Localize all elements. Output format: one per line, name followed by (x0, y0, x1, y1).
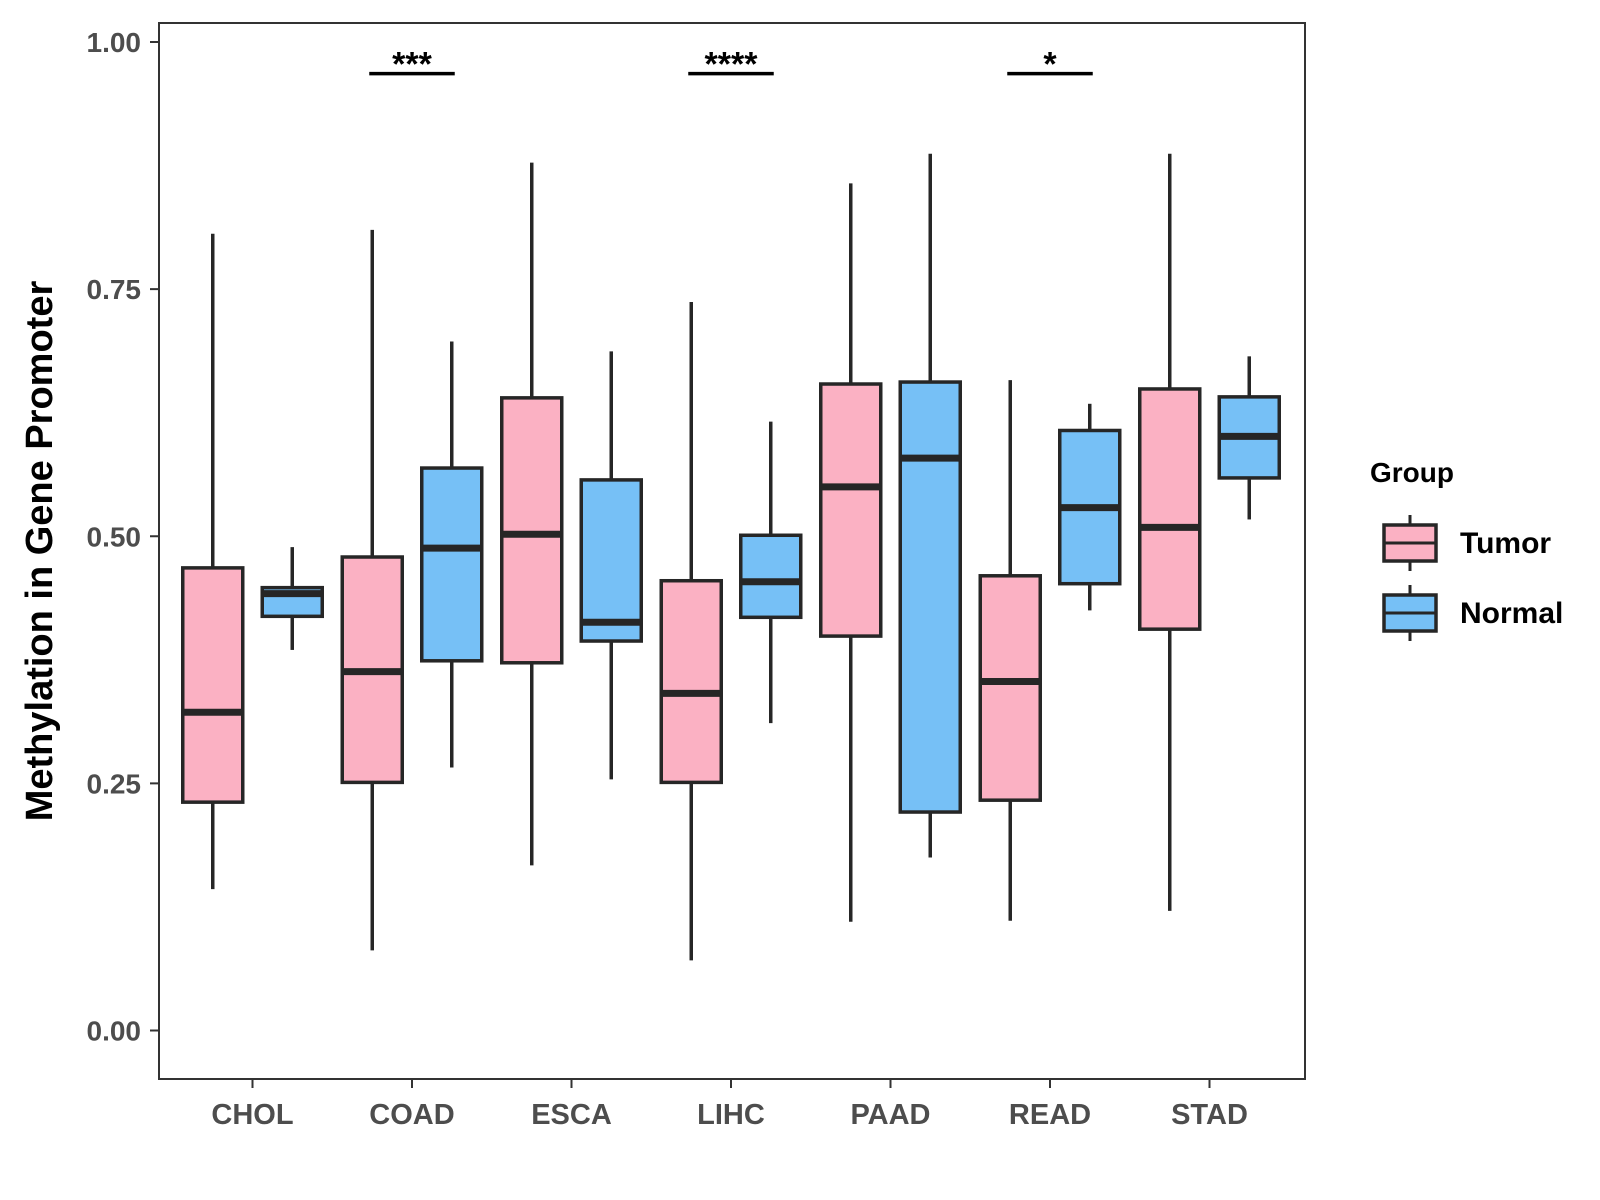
chart-marks (181, 153, 1281, 961)
box-body (181, 566, 245, 804)
y-axis-title: Methylation in Gene Promoter (19, 281, 61, 822)
box-body (659, 578, 723, 785)
box-body (819, 382, 883, 638)
box-normal-read (1058, 403, 1122, 611)
significance-label: *** (392, 46, 432, 84)
y-tick-label: 0.00 (87, 1016, 142, 1047)
box-tumor-paad (819, 183, 883, 922)
box-body (978, 574, 1042, 802)
box-normal-coad (420, 341, 484, 768)
significance-annotations: *** **** * (369, 46, 1093, 84)
y-tick-label: 0.75 (87, 274, 142, 305)
x-tick-label-lihc: LIHC (697, 1099, 765, 1131)
significance-label: **** (705, 46, 759, 84)
x-tick-label-stad: STAD (1171, 1099, 1248, 1131)
x-tick-label-esca: ESCA (531, 1099, 612, 1131)
x-tick-label-read: READ (1009, 1099, 1091, 1131)
y-tick-label: 0.50 (87, 521, 142, 552)
legend-label: Normal (1460, 597, 1563, 630)
legend-label: Tumor (1460, 527, 1551, 560)
box-body (739, 533, 803, 620)
box-body (898, 380, 962, 814)
x-axis: CHOL COAD ESCA LIHC PAAD READ STAD (211, 1079, 1248, 1131)
legend-title: Group (1370, 457, 1454, 488)
x-tick-label-chol: CHOL (211, 1099, 293, 1131)
box-body (579, 478, 643, 643)
box-body (420, 466, 484, 663)
box-normal-stad (1217, 356, 1281, 520)
y-tick-label: 0.25 (87, 768, 142, 799)
significance-label: * (1043, 46, 1057, 84)
plot-panel (158, 22, 1306, 1080)
box-tumor-coad (340, 229, 404, 951)
x-tick-label-coad: COAD (369, 1099, 454, 1131)
box-tumor-esca (500, 162, 564, 866)
box-tumor-read (978, 380, 1042, 921)
box-tumor-lihc (659, 301, 723, 961)
box-normal-paad (898, 153, 962, 858)
legend-item-tumor: Tumor (1382, 515, 1551, 571)
box-normal-esca (579, 351, 643, 780)
box-tumor-chol (181, 233, 245, 890)
x-tick-label-paad: PAAD (850, 1099, 930, 1131)
legend-item-normal: Normal (1382, 585, 1563, 641)
legend: Group Tumor Normal (1370, 457, 1563, 641)
y-axis: 0.00 0.25 0.50 0.75 1.00 (87, 27, 159, 1047)
box-body (1138, 387, 1202, 631)
box-body (500, 396, 564, 665)
box-normal-lihc (739, 421, 803, 724)
box-normal-chol (260, 547, 324, 650)
y-tick-label: 1.00 (87, 27, 142, 58)
box-tumor-stad (1138, 153, 1202, 911)
